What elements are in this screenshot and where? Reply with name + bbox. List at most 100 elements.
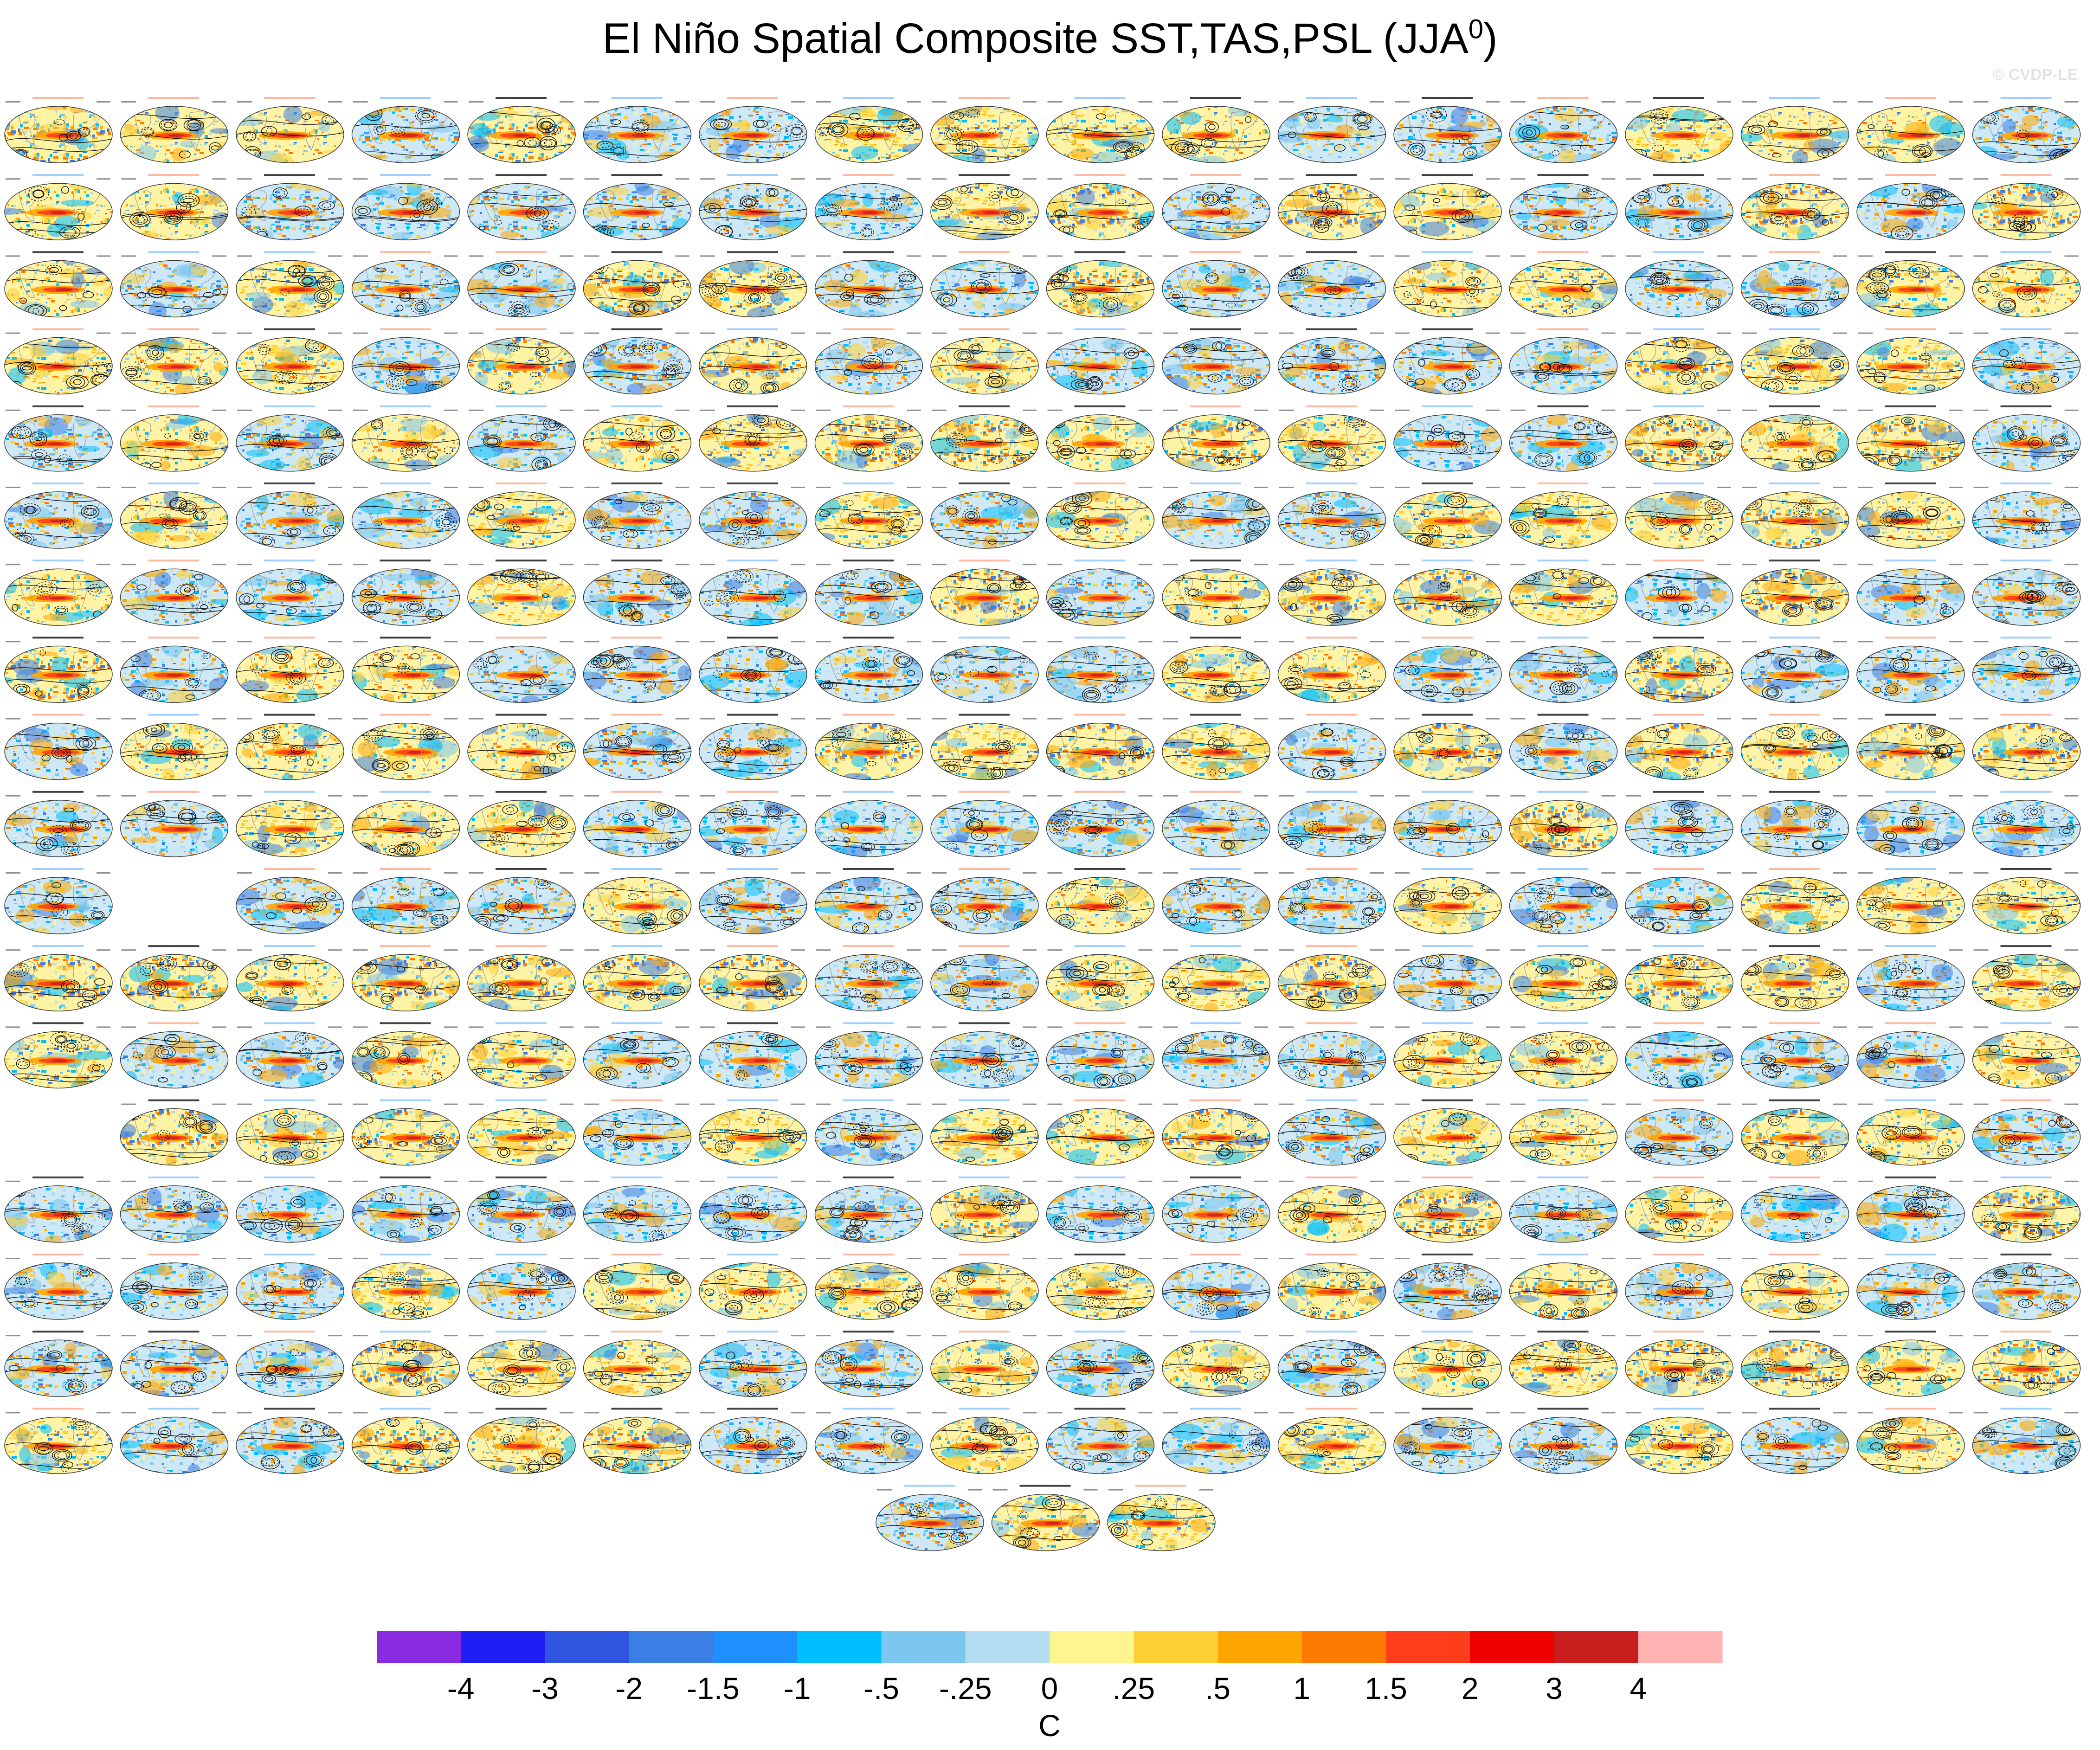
panel-header — [2000, 328, 2052, 330]
panel-years — [1047, 718, 1063, 720]
panel-stats — [968, 1489, 982, 1491]
panel-header — [496, 1099, 547, 1101]
panel-stats — [444, 795, 458, 797]
panel-header — [1769, 483, 1820, 484]
panel-map — [930, 174, 1039, 240]
panel-stats — [1023, 1258, 1037, 1259]
panel-header — [959, 1022, 1010, 1024]
panel-header — [843, 1408, 894, 1410]
panel-years — [1279, 1026, 1294, 1028]
panel-years — [1395, 564, 1410, 566]
panel-stats — [791, 1103, 805, 1105]
panel-map — [699, 560, 807, 626]
panel-years — [1626, 332, 1641, 334]
panel-header — [1653, 791, 1704, 793]
colorbar-tick-label: -4 — [447, 1671, 475, 1705]
panel-years — [1973, 1258, 1989, 1259]
panel-years — [932, 332, 947, 334]
panel-years — [353, 178, 368, 180]
panel-stats — [97, 1412, 110, 1414]
panel-header — [1306, 483, 1357, 484]
panel-stats — [212, 1258, 226, 1259]
panel-years — [1858, 872, 1873, 874]
panel-years — [1973, 872, 1989, 874]
panel-header — [843, 791, 894, 793]
panel-stats — [212, 641, 226, 643]
panel-map — [699, 1022, 807, 1089]
panel-years — [1047, 1103, 1063, 1105]
panel-map — [1046, 1254, 1155, 1320]
panel-years — [584, 255, 599, 257]
panel-map — [1972, 1408, 2081, 1474]
panel-map — [4, 174, 113, 240]
panel-stats — [560, 872, 573, 874]
panel-stats — [1833, 949, 1847, 951]
panel-years — [816, 1103, 831, 1105]
panel-map — [4, 714, 113, 780]
panel-stats — [1023, 564, 1037, 566]
panel-header — [843, 174, 894, 176]
panel-header — [611, 1022, 663, 1024]
panel-years — [237, 1412, 252, 1414]
panel-years — [992, 1489, 1008, 1491]
panel-header — [959, 791, 1010, 793]
panel-map — [1740, 1176, 1849, 1243]
panel-stats — [2064, 1335, 2079, 1337]
panel-header — [380, 791, 431, 793]
panel-stats — [2064, 255, 2079, 257]
panel-years — [1510, 564, 1526, 566]
panel-header — [1074, 637, 1126, 639]
panel-years — [700, 795, 715, 797]
panel-map — [699, 1408, 807, 1474]
panel-stats — [675, 178, 689, 180]
panel-stats — [1254, 487, 1268, 488]
panel-map — [1393, 637, 1502, 703]
panel-years — [932, 641, 947, 643]
figure-title: El Niño Spatial Composite SST,TAS,PSL (J… — [0, 13, 2100, 64]
panel-stats — [1370, 949, 1384, 951]
panel-years — [1742, 564, 1757, 566]
panel-stats — [444, 641, 458, 643]
panel-stats — [444, 872, 458, 874]
panel-header — [727, 637, 778, 639]
panel-years — [1858, 1335, 1873, 1337]
panel-header — [959, 1254, 1010, 1255]
panel-header — [264, 405, 315, 407]
colorbar-box — [377, 1631, 461, 1663]
panel-header — [1537, 1176, 1589, 1178]
panel-stats — [791, 178, 805, 180]
panel-header — [959, 714, 1010, 716]
panel-stats — [1833, 255, 1847, 257]
panel-header — [32, 251, 84, 253]
panel-header — [380, 868, 431, 870]
panel-header — [264, 1408, 315, 1410]
panel-header — [496, 328, 547, 330]
panel-years — [1395, 409, 1410, 411]
panel-header — [1074, 1408, 1126, 1410]
panel-stats — [1717, 101, 1731, 103]
panel-stats — [1370, 255, 1384, 257]
panel-years — [700, 487, 715, 488]
panel-header — [1306, 791, 1357, 793]
panel-header — [1653, 174, 1704, 176]
panel-map — [814, 328, 923, 395]
panel-header — [2000, 1099, 2052, 1101]
panel-header — [496, 483, 547, 484]
panel-stats — [1486, 1335, 1500, 1337]
panel-years — [932, 409, 947, 411]
panel-stats — [560, 641, 573, 643]
panel-stats — [328, 641, 342, 643]
panel-stats — [1023, 872, 1037, 874]
panel-stats — [97, 872, 110, 874]
panel-stats — [212, 795, 226, 797]
panel-header — [1422, 1099, 1473, 1101]
panel-stats — [560, 1335, 573, 1337]
panel-years — [1279, 332, 1294, 334]
panel-years — [932, 1258, 947, 1259]
panel-years — [353, 101, 368, 103]
panel-header — [496, 405, 547, 407]
panel-stats — [1023, 795, 1037, 797]
panel-header — [611, 560, 663, 562]
panel-years — [237, 178, 252, 180]
panel-stats — [1254, 255, 1268, 257]
